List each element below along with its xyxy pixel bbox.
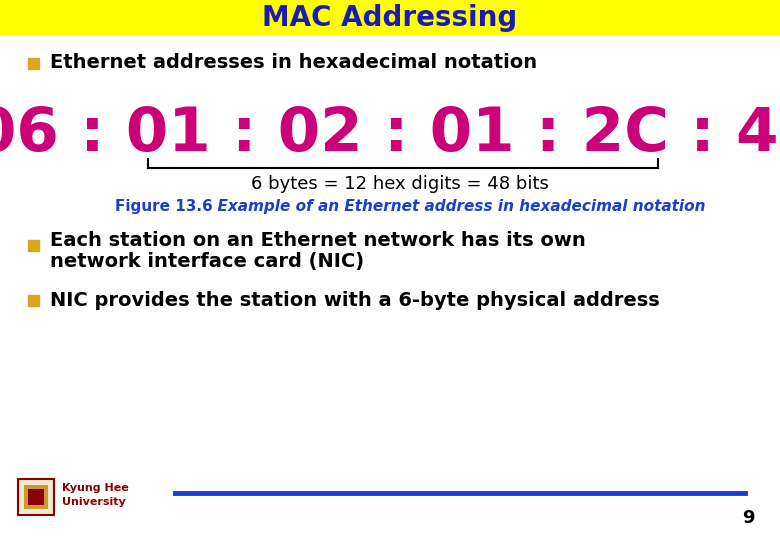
Text: Each station on an Ethernet network has its own: Each station on an Ethernet network has … <box>50 231 586 249</box>
Text: University: University <box>62 497 126 507</box>
Text: Kyung Hee: Kyung Hee <box>62 483 129 493</box>
Bar <box>0 0 780 35</box>
Bar <box>28 295 39 306</box>
Text: Example of an Ethernet address in hexadecimal notation: Example of an Ethernet address in hexade… <box>207 199 705 213</box>
Bar <box>28 58 39 69</box>
Text: network interface card (NIC): network interface card (NIC) <box>50 252 364 271</box>
Text: MAC Addressing: MAC Addressing <box>262 4 518 32</box>
Bar <box>24 485 48 509</box>
Text: 06 : 01 : 02 : 01 : 2C : 4B: 06 : 01 : 02 : 01 : 2C : 4B <box>0 105 780 165</box>
Bar <box>28 240 39 251</box>
Text: Figure 13.6: Figure 13.6 <box>115 199 213 213</box>
Text: NIC provides the station with a 6-byte physical address: NIC provides the station with a 6-byte p… <box>50 291 660 309</box>
Bar <box>18 479 54 515</box>
Text: Ethernet addresses in hexadecimal notation: Ethernet addresses in hexadecimal notati… <box>50 53 537 72</box>
Text: 6 bytes = 12 hex digits = 48 bits: 6 bytes = 12 hex digits = 48 bits <box>251 175 549 193</box>
Text: 9: 9 <box>743 509 755 527</box>
Bar <box>28 489 44 505</box>
